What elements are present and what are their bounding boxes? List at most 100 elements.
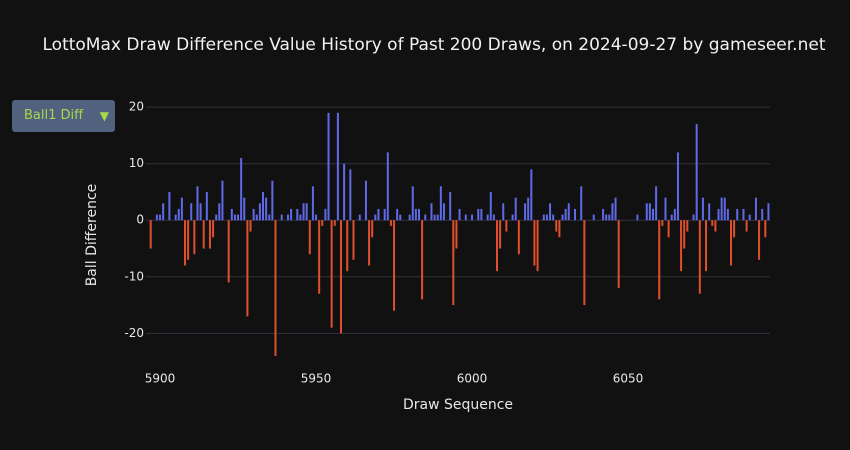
x-tick-label: 6050 (613, 372, 644, 386)
bar (452, 220, 455, 306)
bar (530, 169, 533, 221)
bar (302, 203, 305, 221)
bar (383, 208, 386, 221)
bar (486, 214, 489, 221)
bar (230, 208, 233, 221)
bar (717, 208, 720, 221)
bar (411, 186, 414, 221)
bar (180, 197, 183, 221)
y-tick-label: 0 (136, 213, 144, 227)
bar (324, 208, 327, 221)
bar (305, 203, 308, 221)
bar (517, 220, 520, 255)
bar (701, 197, 704, 221)
bar (477, 208, 480, 221)
bar (536, 220, 539, 272)
bar (299, 214, 302, 221)
bar (683, 220, 686, 249)
bar (212, 220, 215, 238)
bar (636, 214, 639, 221)
bar (733, 220, 736, 238)
bar (496, 220, 498, 272)
bar (377, 208, 380, 221)
bar (617, 220, 620, 289)
bar (190, 203, 193, 221)
bar (208, 220, 211, 249)
bar (464, 214, 467, 221)
y-tick-label: 10 (129, 156, 144, 170)
x-tick-label: 5950 (301, 372, 332, 386)
bar (714, 220, 717, 232)
bar (499, 220, 502, 249)
bar (243, 197, 246, 221)
bar (408, 214, 411, 221)
bar (418, 208, 420, 221)
bar (708, 203, 711, 221)
bar (318, 220, 321, 294)
bar (439, 186, 442, 221)
bar (552, 214, 555, 221)
bar (745, 220, 748, 232)
bar (196, 186, 199, 221)
bar (648, 203, 651, 221)
dropdown[interactable]: Ball1 Diff ▼ (12, 100, 115, 132)
bar (676, 152, 679, 221)
bar (340, 220, 342, 334)
bar (458, 208, 461, 221)
bar (368, 220, 371, 266)
bar (698, 220, 701, 294)
bar (608, 214, 611, 221)
bar (237, 214, 240, 221)
bar (343, 163, 346, 221)
bar (592, 214, 595, 221)
bar (567, 203, 570, 221)
bar (371, 220, 374, 238)
bar (730, 220, 732, 266)
bar (184, 220, 186, 266)
bar (754, 197, 757, 221)
bar (764, 220, 767, 238)
bar (549, 203, 552, 221)
bar (658, 220, 661, 300)
bar (736, 208, 739, 221)
bar (433, 214, 436, 221)
bar (193, 220, 196, 255)
bar (664, 197, 667, 221)
bar (524, 203, 527, 221)
bar (346, 220, 349, 272)
bar (686, 220, 689, 232)
bar (205, 191, 208, 221)
bar (162, 203, 165, 221)
bar (705, 220, 708, 272)
bar (489, 191, 492, 221)
bar (311, 186, 314, 221)
bar (215, 214, 218, 221)
bar (505, 220, 508, 232)
bar (652, 208, 654, 221)
bar (711, 220, 714, 226)
bar (492, 214, 495, 221)
y-tick-label: -20 (124, 326, 144, 340)
bar (480, 208, 483, 221)
bar (396, 208, 399, 221)
bar (221, 180, 224, 221)
y-tick-label: -10 (124, 269, 144, 283)
bar (670, 214, 673, 221)
bar (336, 112, 339, 221)
bar (168, 191, 171, 221)
x-tick-label: 5900 (145, 372, 176, 386)
bar (542, 214, 545, 221)
bar (271, 180, 274, 221)
bar (436, 214, 439, 221)
bar (364, 180, 367, 221)
bar (290, 208, 293, 221)
bar (430, 203, 433, 221)
bar (358, 214, 361, 221)
bar (424, 214, 427, 221)
bar (421, 220, 424, 300)
bar (758, 220, 761, 260)
bar (527, 197, 530, 221)
bar (761, 208, 764, 221)
